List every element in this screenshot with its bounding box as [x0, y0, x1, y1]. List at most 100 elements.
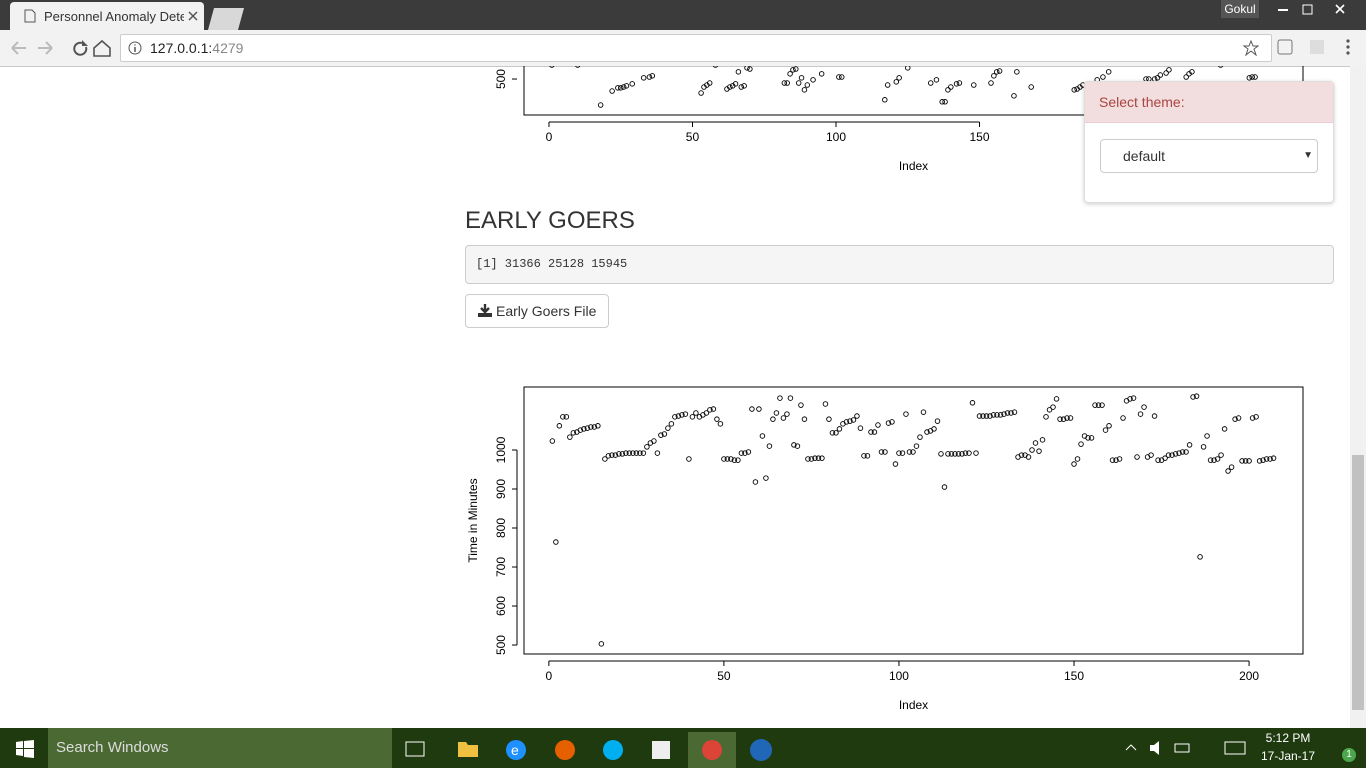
point	[1260, 457, 1266, 463]
point	[549, 438, 556, 444]
point	[805, 456, 811, 462]
tab[interactable]: Personnel Anomaly Dete	[10, 2, 204, 30]
point	[1095, 402, 1102, 408]
download-button[interactable]: Early Goers File	[465, 294, 610, 328]
clock-time[interactable]: 5:12 PM	[1265, 731, 1311, 745]
point	[1218, 452, 1224, 458]
point	[646, 74, 653, 80]
bookmark-star[interactable]	[1243, 40, 1259, 56]
point	[665, 425, 671, 431]
point	[948, 451, 955, 457]
point	[988, 80, 994, 86]
point	[1088, 435, 1095, 441]
point	[766, 443, 773, 449]
point	[1057, 416, 1063, 422]
point	[780, 415, 787, 421]
scrollbar-thumb[interactable]	[1352, 455, 1364, 710]
point	[1008, 410, 1014, 416]
point	[693, 410, 699, 416]
new-tab[interactable]	[208, 8, 244, 30]
point	[948, 84, 954, 90]
point	[620, 84, 627, 90]
x-tick-label: 200	[1239, 669, 1259, 683]
point	[1032, 440, 1039, 446]
point	[1134, 454, 1140, 460]
x-tick-label: 100	[889, 669, 909, 683]
point	[1113, 457, 1119, 463]
point	[1166, 67, 1172, 73]
extensions[interactable]	[1276, 38, 1360, 58]
point	[1252, 74, 1258, 80]
point	[924, 429, 930, 435]
point	[1246, 458, 1252, 464]
point	[1172, 451, 1179, 457]
point	[598, 641, 605, 647]
point	[945, 451, 951, 457]
x-tick-label: 150	[970, 130, 990, 144]
point	[759, 433, 766, 439]
x-tick-label: 50	[686, 130, 700, 144]
scatter-plot: 0 50 100 150 500 Index	[494, 66, 1304, 173]
point	[567, 434, 573, 440]
point	[649, 73, 656, 79]
point	[938, 451, 944, 457]
window-controls[interactable]	[1270, 0, 1366, 20]
point	[1249, 74, 1255, 80]
point	[833, 430, 839, 436]
point	[933, 77, 940, 83]
address-bar[interactable]: 127.0.0.1:4279	[120, 34, 1272, 62]
tab-title: Personnel Anomaly Dete	[44, 9, 184, 24]
point	[920, 409, 927, 415]
point	[1186, 442, 1193, 448]
theme-select[interactable]: default ▼	[1100, 139, 1318, 173]
point	[836, 426, 843, 432]
nav-buttons[interactable]	[8, 38, 118, 58]
x-tick-label: 150	[1064, 669, 1084, 683]
point	[966, 450, 972, 456]
search-box[interactable]: Search Windows	[48, 728, 392, 768]
notification-badge[interactable]: 1	[1342, 748, 1356, 762]
start-button[interactable]	[16, 740, 34, 758]
system-tray[interactable]	[1120, 738, 1250, 758]
point	[724, 456, 731, 462]
point	[591, 424, 598, 430]
point	[794, 443, 801, 449]
point	[698, 90, 704, 96]
point	[815, 455, 822, 461]
point	[818, 71, 825, 77]
point	[847, 418, 853, 424]
point	[727, 84, 733, 90]
point	[1130, 395, 1137, 401]
point	[616, 451, 622, 457]
point	[910, 449, 916, 455]
point	[623, 450, 629, 456]
point	[1204, 433, 1210, 439]
page-icon	[24, 9, 36, 23]
point	[822, 401, 829, 407]
x-tick-label: 0	[546, 669, 553, 683]
point	[1162, 455, 1168, 461]
x-axis-title: Index	[899, 698, 928, 712]
profile-name[interactable]: Gokul	[1221, 0, 1259, 18]
point	[953, 81, 960, 87]
point	[808, 456, 815, 462]
taskbar-apps[interactable]: e	[400, 732, 790, 768]
point	[983, 413, 990, 419]
point	[942, 99, 948, 105]
clock-date: 17-Jan-17	[1260, 749, 1316, 763]
point	[962, 450, 969, 456]
point	[584, 425, 591, 431]
point	[1183, 449, 1189, 455]
edge-icon: e	[511, 742, 519, 758]
point	[1263, 456, 1270, 462]
point	[952, 451, 958, 457]
point	[836, 74, 842, 80]
point	[896, 75, 902, 81]
tab-close[interactable]	[188, 11, 198, 21]
point	[1270, 455, 1277, 461]
point	[1014, 69, 1020, 75]
point	[1189, 69, 1195, 75]
panel-heading: Select theme:	[1085, 82, 1333, 123]
point	[1011, 409, 1018, 415]
point	[955, 451, 962, 457]
